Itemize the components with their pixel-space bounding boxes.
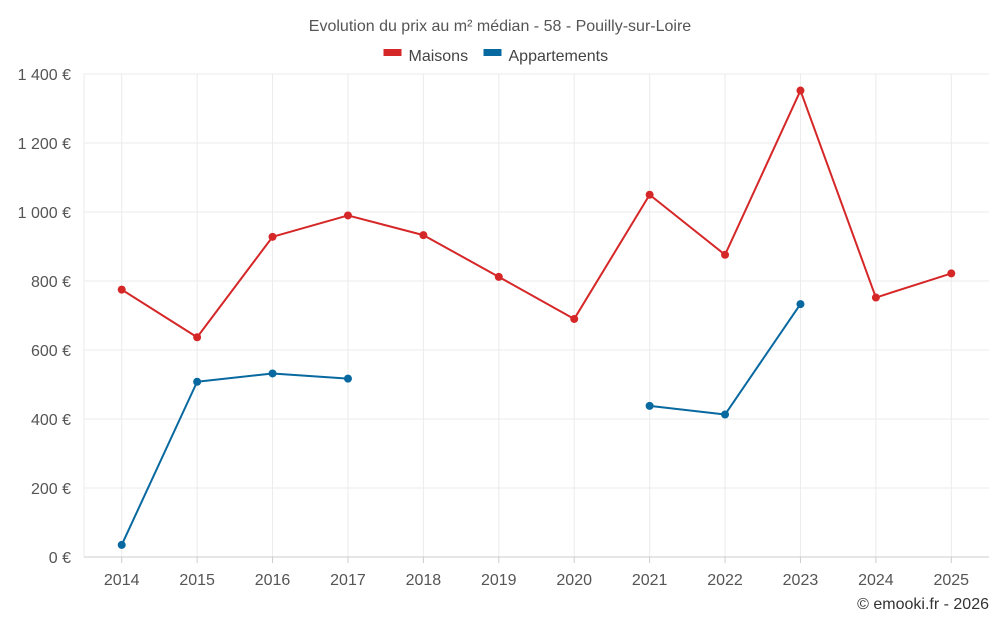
y-tick-label: 600 € bbox=[31, 343, 71, 360]
point-appartements[interactable] bbox=[721, 410, 730, 419]
x-tick-label: 2022 bbox=[707, 572, 743, 589]
x-tick-label: 2023 bbox=[783, 572, 819, 589]
legend-item-appartements[interactable]: Appartements bbox=[483, 48, 609, 65]
legend-label: Appartements bbox=[509, 48, 609, 65]
point-maisons[interactable] bbox=[268, 232, 277, 241]
point-appartements[interactable] bbox=[193, 377, 202, 386]
point-maisons[interactable] bbox=[796, 86, 805, 95]
x-tick-label: 2019 bbox=[481, 572, 517, 589]
x-tick-label: 2016 bbox=[255, 572, 291, 589]
series-layer bbox=[117, 86, 956, 549]
point-maisons[interactable] bbox=[871, 293, 880, 302]
y-tick-label: 1 400 € bbox=[18, 67, 71, 84]
x-tick-label: 2014 bbox=[104, 572, 140, 589]
series-appartements bbox=[117, 300, 805, 549]
legend-swatch bbox=[483, 49, 502, 56]
x-tick-label: 2020 bbox=[556, 572, 592, 589]
x-tick-label: 2015 bbox=[179, 572, 215, 589]
y-tick-label: 0 € bbox=[49, 550, 71, 567]
point-maisons[interactable] bbox=[419, 231, 428, 240]
series-maisons bbox=[117, 86, 956, 342]
point-maisons[interactable] bbox=[721, 250, 730, 259]
legend-item-maisons[interactable]: Maisons bbox=[383, 48, 469, 65]
credit-text: © emooki.fr - 2026 bbox=[857, 596, 989, 613]
series-line-maisons bbox=[121, 89, 952, 339]
grid bbox=[83, 73, 989, 557]
point-appartements[interactable] bbox=[117, 540, 126, 549]
y-tick-label: 400 € bbox=[31, 412, 71, 429]
x-tick-label: 2021 bbox=[632, 572, 668, 589]
y-tick-label: 200 € bbox=[31, 481, 71, 498]
y-tick-label: 1 200 € bbox=[18, 136, 71, 153]
axes: 0 € 200 € 400 € 600 € 800 € 1 000 € 1 200 € 1 4… bbox=[18, 67, 989, 589]
legend-swatch bbox=[383, 49, 402, 56]
point-appartements[interactable] bbox=[796, 300, 805, 309]
point-maisons[interactable] bbox=[494, 272, 503, 281]
point-appartements[interactable] bbox=[268, 369, 277, 378]
x-tick-label: 2024 bbox=[858, 572, 894, 589]
point-appartements[interactable] bbox=[343, 374, 352, 383]
y-tick-label: 800 € bbox=[31, 274, 71, 291]
point-maisons[interactable] bbox=[645, 190, 654, 199]
point-maisons[interactable] bbox=[193, 333, 202, 342]
series-line-appartements bbox=[120, 372, 349, 546]
point-maisons[interactable] bbox=[947, 269, 956, 278]
legend: Maisons Appartements bbox=[383, 48, 609, 65]
point-maisons[interactable] bbox=[570, 314, 579, 323]
x-tick-label: 2017 bbox=[330, 572, 366, 589]
x-tick-label: 2018 bbox=[406, 572, 442, 589]
legend-label: Maisons bbox=[409, 48, 469, 65]
point-appartements[interactable] bbox=[645, 401, 654, 410]
x-tick-label: 2025 bbox=[933, 572, 969, 589]
point-maisons[interactable] bbox=[343, 211, 352, 220]
point-maisons[interactable] bbox=[117, 285, 126, 294]
y-tick-label: 1 000 € bbox=[18, 205, 71, 222]
chart-title: Evolution du prix au m² médian - 58 - Po… bbox=[309, 18, 691, 35]
